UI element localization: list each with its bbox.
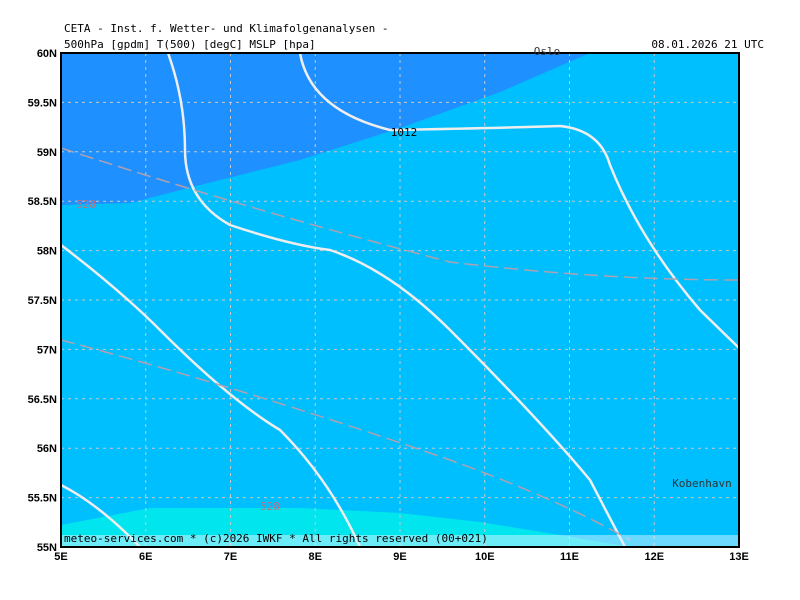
header-line1: CETA - Inst. f. Wetter- und Klimafolgena…: [64, 22, 389, 35]
header-variables: 500hPa [gpdm] T(500) [degC] MSLP [hpa]: [64, 38, 316, 51]
footer-band: [61, 535, 739, 547]
field-dark: [61, 53, 590, 205]
map-area: [61, 53, 739, 547]
isotherms: [61, 147, 739, 541]
footer-copyright: meteo-services.com * (c)2026 IWKF * All …: [64, 532, 488, 545]
contour-label: 528: [260, 500, 280, 513]
lon-tick-label: 11E: [560, 551, 579, 563]
lon-tick-label: 9E: [393, 551, 406, 563]
isobars: [61, 53, 739, 547]
lat-tick-label: 56.5N: [28, 394, 57, 406]
lat-tick-label: 56N: [37, 443, 57, 455]
lat-tick-label: 55N: [37, 542, 57, 554]
lon-tick-label: 5E: [54, 551, 67, 563]
lat-tick-label: 55.5N: [28, 493, 57, 505]
lon-tick-label: 13E: [729, 551, 749, 563]
lat-tick-label: 59N: [37, 147, 57, 159]
header-date: 08.01.2026 21 UTC: [651, 38, 764, 51]
lon-tick-label: 7E: [224, 551, 237, 563]
lon-tick-label: 8E: [309, 551, 322, 563]
map-frame: [60, 52, 740, 548]
lat-tick-label: 59.5N: [28, 97, 57, 109]
lon-tick-label: 10E: [475, 551, 495, 563]
contour-label: 528: [76, 198, 96, 211]
lat-tick-label: 57.5N: [28, 295, 57, 307]
lat-tick-label: 60N: [37, 48, 57, 60]
lat-tick-label: 57N: [37, 344, 57, 356]
lat-tick-label: 58.5N: [28, 196, 57, 208]
place-label: Kobenhavn: [672, 477, 732, 490]
place-label: Oslo: [534, 45, 561, 58]
lon-tick-label: 12E: [644, 551, 664, 563]
contour-label: 1012: [391, 126, 418, 139]
lon-tick-label: 6E: [139, 551, 152, 563]
lat-tick-label: 58N: [37, 246, 57, 258]
